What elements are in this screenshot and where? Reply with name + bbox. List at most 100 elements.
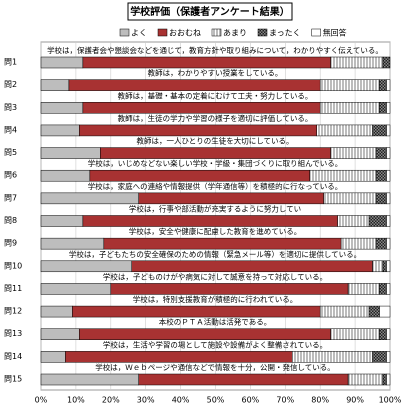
bar-segment bbox=[386, 215, 391, 227]
bar-segment bbox=[319, 79, 380, 91]
bar-segment bbox=[40, 260, 132, 273]
bar-segment bbox=[337, 215, 370, 227]
row-label: 問8 bbox=[4, 216, 17, 225]
bar-segment bbox=[379, 328, 387, 340]
bar-segment bbox=[386, 124, 391, 137]
legend-swatch bbox=[257, 28, 268, 37]
row-label: 問15 bbox=[4, 375, 22, 384]
question-text: 学校は，家庭への連絡や情報提供（学年通信等）を積極的に行なっている。 bbox=[88, 181, 343, 191]
bar-segment bbox=[386, 283, 391, 295]
question-text: 学校は，子どものけがや病気に対して誠意を持って対応している。 bbox=[103, 271, 327, 281]
question-text: 教師は，わかりやすい授業をしている。 bbox=[148, 68, 283, 78]
x-tick-label: 90% bbox=[346, 396, 364, 405]
bar-segment bbox=[316, 124, 373, 137]
bar-segment bbox=[347, 373, 384, 386]
x-tick-label: 10% bbox=[67, 396, 85, 405]
bar-segment bbox=[40, 305, 73, 318]
row-label: 問7 bbox=[4, 193, 17, 202]
legend-label: あまり bbox=[223, 29, 247, 38]
row-label: 問4 bbox=[4, 125, 17, 134]
question-text: 学校は，Ｗｅｂページや通信などで情報を十分，公開・発信している。 bbox=[95, 362, 334, 372]
bar-segment bbox=[292, 351, 373, 363]
bar-segment bbox=[40, 192, 139, 205]
bar-segment bbox=[386, 169, 391, 182]
bar-segment bbox=[375, 237, 387, 250]
row-label: 問5 bbox=[4, 148, 17, 157]
bar-segment bbox=[386, 373, 391, 386]
question-text: 学校は，行事や部活動が充実するように努力してい bbox=[129, 204, 301, 214]
row-label: 問1 bbox=[4, 58, 17, 67]
legend-label: おおむね bbox=[169, 29, 201, 38]
bar-segment bbox=[379, 102, 387, 114]
bar-segment bbox=[79, 328, 331, 340]
bar-segment bbox=[110, 283, 349, 295]
bar-segment bbox=[379, 305, 391, 318]
question-text: 教師は，生徒の学力や学習の様子を適切に評価している。 bbox=[118, 113, 313, 123]
x-tick-label: 40% bbox=[172, 396, 190, 405]
row-label: 問10 bbox=[4, 261, 22, 270]
bar-segment bbox=[40, 56, 84, 69]
bar-segment bbox=[65, 351, 293, 363]
legend-swatch bbox=[119, 28, 130, 37]
question-text: 本校のＰＴＡ活動は活発である。 bbox=[159, 317, 271, 327]
x-tick-label: 70% bbox=[276, 396, 294, 405]
bar-segment bbox=[40, 102, 84, 114]
bar-segment bbox=[309, 169, 377, 182]
legend-swatch bbox=[211, 28, 222, 37]
x-tick-label: 50% bbox=[207, 396, 225, 405]
row-label: 問2 bbox=[4, 80, 17, 89]
bar-segment bbox=[372, 351, 387, 363]
question-text: 学校は，保護者会や懇談会などを通じて，教育方針や取り組みについて，わかりやすく伝… bbox=[47, 45, 383, 55]
bar-segment bbox=[82, 102, 321, 114]
bar-segment bbox=[40, 124, 80, 137]
bar-segment bbox=[72, 305, 321, 318]
bar-segment bbox=[138, 192, 324, 205]
row-label: 問11 bbox=[4, 284, 22, 293]
bar-segment bbox=[372, 124, 387, 137]
x-tick-label: 80% bbox=[311, 396, 329, 405]
bar-segment bbox=[40, 237, 105, 250]
x-tick-label: 60% bbox=[242, 396, 260, 405]
x-tick-label: 100% bbox=[379, 396, 402, 405]
bar-segment bbox=[319, 305, 370, 318]
bar-segment bbox=[382, 56, 391, 69]
chart-title: 学校評価（保護者アンケート結果） bbox=[130, 5, 290, 18]
title-box bbox=[127, 2, 293, 21]
row-label: 問9 bbox=[4, 239, 17, 248]
bar-segment bbox=[319, 102, 380, 114]
x-tick-label: 30% bbox=[137, 396, 155, 405]
bar-segment bbox=[68, 79, 321, 91]
bar-segment bbox=[375, 147, 387, 159]
bar-segment bbox=[368, 215, 387, 227]
bar-segment bbox=[340, 237, 377, 250]
bar-segment bbox=[40, 215, 84, 227]
question-text: 教師は，一人ひとりの生徒を大切にしている。 bbox=[136, 136, 293, 146]
row-label: 問12 bbox=[4, 307, 22, 316]
bar-segment bbox=[386, 102, 391, 114]
bar-segment bbox=[138, 373, 349, 386]
question-text: 学校は，生活や学習の場として施設や設備がよく整備されている。 bbox=[103, 339, 327, 349]
bar-segment bbox=[372, 260, 384, 273]
bar-segment bbox=[100, 147, 331, 159]
question-text: 学校は，安全や健康に配慮した教育を進めている。 bbox=[129, 226, 302, 236]
bar-segment bbox=[40, 169, 91, 182]
bar-segment bbox=[382, 373, 387, 386]
bar-segment bbox=[386, 260, 391, 273]
bar-segment bbox=[386, 328, 391, 340]
bar-segment bbox=[82, 215, 338, 227]
bar-segment bbox=[386, 192, 391, 205]
bar-segment bbox=[386, 147, 391, 159]
row-label: 問3 bbox=[4, 103, 17, 112]
legend-swatch bbox=[311, 28, 321, 37]
bar-segment bbox=[40, 79, 70, 91]
bar-segment bbox=[40, 283, 112, 295]
row-label: 問14 bbox=[4, 352, 22, 361]
question-text: 教師は，基礎・基本の定着にむけて工夫・努力している。 bbox=[118, 90, 313, 100]
bar-segment bbox=[89, 169, 310, 182]
row-label: 問6 bbox=[4, 171, 17, 180]
bar-segment bbox=[368, 305, 380, 318]
legend-label: まったく bbox=[269, 29, 301, 38]
bar-segment bbox=[330, 56, 384, 69]
bar-segment bbox=[386, 351, 391, 363]
bar-segment bbox=[40, 351, 66, 363]
